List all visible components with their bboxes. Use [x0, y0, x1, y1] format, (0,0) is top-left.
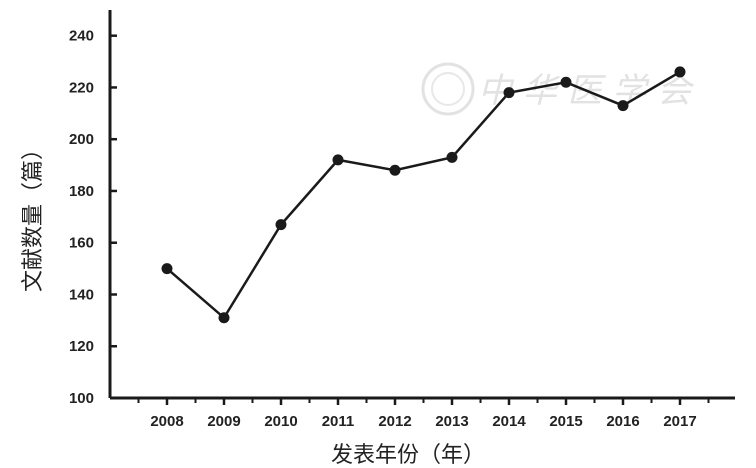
x-tick-label: 2013: [435, 413, 468, 430]
data-point: [218, 312, 230, 324]
y-tick-label: 100: [69, 390, 94, 407]
y-tick-label: 200: [69, 131, 94, 148]
x-tick-label: 2015: [549, 413, 582, 430]
data-point: [332, 154, 344, 166]
y-tick-label: 120: [69, 338, 94, 355]
y-tick-label: 160: [69, 235, 94, 252]
y-axis-label: 文献数量（篇）: [21, 138, 46, 292]
y-tick-label: 220: [69, 79, 94, 96]
y-tick-label: 140: [69, 286, 94, 303]
x-tick-label: 2014: [492, 413, 526, 430]
x-tick-label: 2008: [150, 413, 183, 430]
x-tick-label: 2012: [378, 413, 411, 430]
data-point: [674, 66, 686, 78]
x-tick-label: 2011: [322, 413, 355, 430]
x-axis-label: 发表年份（年）: [331, 443, 485, 468]
data-point: [161, 263, 173, 275]
x-tick-label: 2017: [663, 413, 696, 430]
data-point: [617, 100, 629, 112]
watermark: 中 华 医 学 会: [421, 62, 695, 116]
axes: 100 120 140 160 180 200 220 240 2008 2009 2010 2011…: [69, 10, 735, 430]
x-tick-label: 2010: [264, 413, 297, 430]
x-tick-label: 2016: [606, 413, 639, 430]
data-point: [560, 76, 572, 88]
data-point: [446, 151, 458, 163]
y-tick-label: 180: [69, 183, 94, 200]
y-tick-label: 240: [69, 28, 94, 45]
x-tick-label: 2009: [207, 413, 240, 430]
data-point: [389, 164, 401, 176]
series-marks: [161, 66, 686, 324]
series-line: [166, 70, 681, 320]
data-point: [275, 219, 287, 231]
data-point: [503, 87, 515, 99]
